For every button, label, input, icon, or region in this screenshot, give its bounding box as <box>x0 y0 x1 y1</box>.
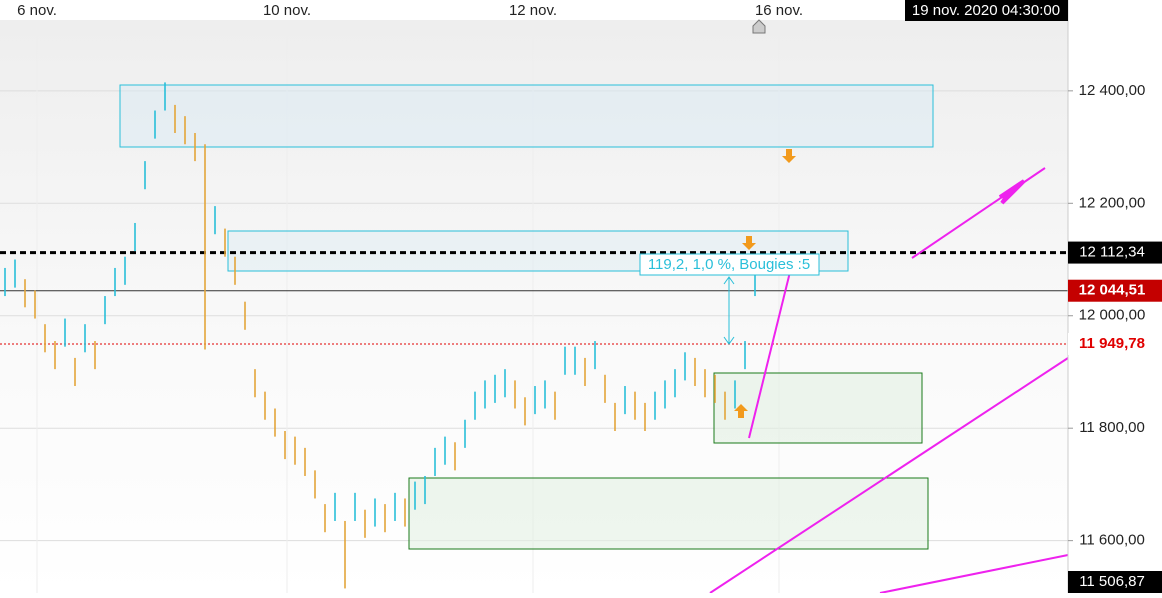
trend-line <box>879 554 1069 594</box>
support-zone <box>408 477 929 550</box>
level-label: 12 112,34 <box>1079 244 1145 261</box>
level-label: 11 506,87 <box>1079 573 1145 590</box>
y-tick-label: 12 200,00 <box>1079 194 1146 211</box>
axes: 11 600,00 11 800,00 12 000,00 12 200,00 12 4… <box>17 2 1162 593</box>
bars <box>4 82 756 589</box>
level-box <box>1068 279 1162 302</box>
timestamp-box <box>905 0 1068 21</box>
marker-icon <box>752 19 766 34</box>
signal-arrow <box>782 149 796 163</box>
signal-arrow <box>734 404 748 418</box>
x-axis-band <box>0 0 1162 20</box>
y-tick-label: 12 400,00 <box>1079 82 1146 99</box>
trend-arrow <box>998 179 1026 205</box>
x-tick-label: 6 nov. <box>17 2 57 19</box>
y-tick-label: 11 800,00 <box>1079 419 1145 436</box>
x-tick-label: 16 nov. <box>755 2 803 19</box>
level-box <box>1068 332 1162 355</box>
x-tick-label: 12 nov. <box>509 2 557 19</box>
level-box <box>1068 571 1162 593</box>
measure-box <box>639 253 820 276</box>
resistance-zone <box>119 84 934 148</box>
level-box <box>1068 241 1162 264</box>
trend-line <box>748 271 791 439</box>
x-tick-label: 10 nov. <box>263 2 311 19</box>
y-tick-label: 12 000,00 <box>1079 307 1146 324</box>
measure-arrows <box>723 276 735 345</box>
level-label: 11 949,78 <box>1079 335 1145 352</box>
support-zone <box>713 372 923 444</box>
trend-line <box>709 357 1069 594</box>
signal-arrow <box>742 236 756 250</box>
y-tick-label: 11 600,00 <box>1079 532 1145 549</box>
timestamp: 19 nov. 2020 04:30:00 <box>912 2 1060 19</box>
measure-label: 119,2, 1,0 %, Bougies :5 <box>648 256 810 273</box>
levels <box>0 251 1068 345</box>
level-label: 12 044,51 <box>1079 282 1146 299</box>
